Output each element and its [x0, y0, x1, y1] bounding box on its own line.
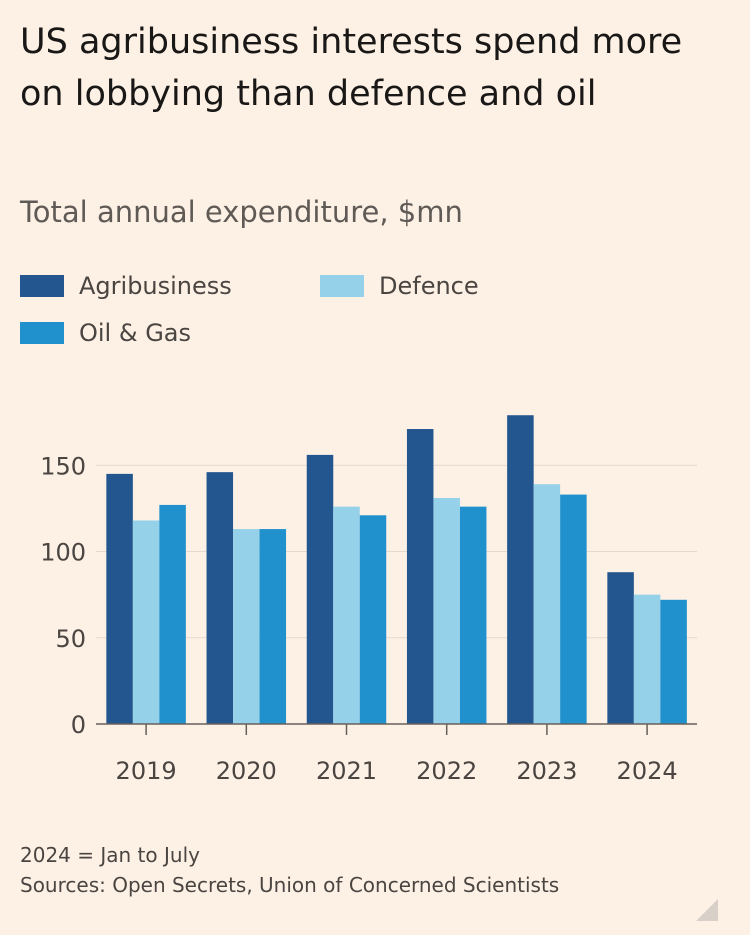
bar-defence-2019: [132, 520, 160, 724]
legend-label-defence: Defence: [379, 272, 479, 300]
resize-corner-icon: [696, 899, 718, 921]
bar-defence-2021: [333, 506, 360, 724]
legend-swatch-defence: [320, 275, 364, 297]
y-tick-label-100: 100: [40, 539, 86, 567]
legend-item-defence: Defence: [320, 272, 479, 300]
y-tick-label-50: 50: [55, 625, 86, 653]
bar-oil-gas-2020: [259, 529, 287, 724]
bar-defence-2023: [533, 484, 561, 724]
bar-agribusiness-2021: [306, 454, 334, 724]
x-tick-label-2022: 2022: [416, 757, 477, 785]
y-tick-label-0: 0: [71, 711, 86, 739]
bar-agribusiness-2020: [206, 472, 234, 724]
bar-defence-2020: [233, 529, 260, 724]
legend-swatch-oil-gas: [20, 322, 64, 344]
source-note: Sources: Open Secrets, Union of Concerne…: [20, 873, 560, 897]
bar-defence-2022: [433, 498, 460, 724]
x-tick-label-2019: 2019: [116, 757, 177, 785]
bar-oil-gas-2024: [660, 599, 687, 724]
x-tick-label-2020: 2020: [216, 757, 277, 785]
x-tick-label-2024: 2024: [617, 757, 678, 785]
chart-title: US agribusiness interests spend more on …: [20, 22, 683, 114]
footnote: 2024 = Jan to July: [20, 843, 200, 867]
bar-agribusiness-2022: [406, 429, 434, 724]
legend-swatch-agribusiness: [20, 275, 64, 297]
bar-defence-2024: [633, 594, 661, 724]
legend-item-agribusiness: Agribusiness: [20, 272, 232, 300]
x-tick-label-2023: 2023: [516, 757, 577, 785]
bar-oil-gas-2022: [459, 506, 487, 724]
x-tick-label-2021: 2021: [316, 757, 377, 785]
bar-oil-gas-2021: [359, 515, 387, 724]
bar-agribusiness-2019: [106, 473, 133, 724]
y-tick-label-150: 150: [40, 452, 86, 480]
legend-item-oil-gas: Oil & Gas: [20, 319, 191, 347]
bar-agribusiness-2023: [507, 415, 534, 724]
legend-label-agribusiness: Agribusiness: [79, 272, 232, 300]
bar-oil-gas-2023: [560, 494, 587, 724]
bar-agribusiness-2024: [607, 572, 634, 724]
bar-oil-gas-2019: [159, 504, 186, 724]
legend-label-oil-gas: Oil & Gas: [79, 319, 192, 347]
chart-subtitle: Total annual expenditure, $mn: [20, 195, 463, 229]
